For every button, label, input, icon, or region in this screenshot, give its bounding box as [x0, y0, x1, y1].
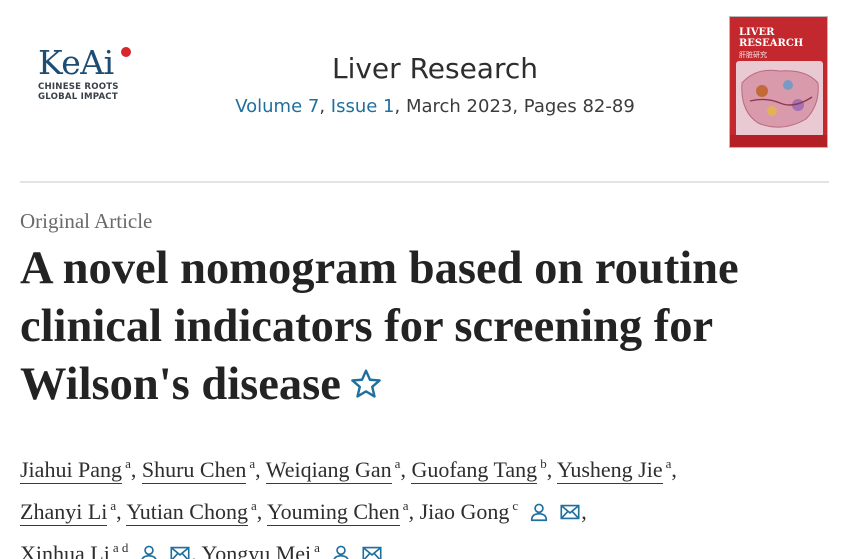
publisher-logo[interactable]: KeAi CHINESE ROOTS GLOBAL IMPACT	[38, 46, 138, 116]
author-name-link[interactable]: Yongyu Mei	[201, 541, 312, 559]
article-type: Original Article	[20, 209, 153, 233]
author-name-link[interactable]: Yutian Chong	[126, 499, 248, 526]
author: Yutian Chong a	[126, 498, 257, 526]
author-name-link[interactable]: Yusheng Jie	[556, 457, 663, 484]
issue-link[interactable]: Issue 1	[330, 96, 395, 117]
cover-ribbon	[730, 135, 827, 147]
separator: ,	[546, 457, 557, 482]
author-list: Jiahui Pang a, Shuru Chen a, Weiqiang Gan a…	[20, 446, 832, 559]
separator: ,	[256, 499, 267, 524]
separator: ,	[400, 457, 412, 482]
cover-illustration	[736, 61, 823, 137]
affiliation-marker[interactable]: a	[394, 456, 401, 471]
separator: ,	[255, 457, 266, 482]
author: Jiao Gong c	[419, 498, 582, 524]
separator: ,	[191, 541, 202, 559]
author: Yongyu Mei a	[201, 540, 383, 559]
author-name-link[interactable]: Youming Chen	[266, 499, 400, 526]
cover-title: LIVER RESEARCH	[739, 27, 803, 49]
star-outline-icon[interactable]	[349, 367, 383, 401]
separator: ,	[581, 499, 587, 524]
affiliation-marker[interactable]: c	[512, 498, 519, 513]
author-name[interactable]: Jiao Gong	[419, 499, 510, 524]
article-header: KeAi CHINESE ROOTS GLOBAL IMPACT Liver R…	[0, 0, 849, 182]
logo-dot-icon	[121, 47, 131, 57]
separator: ,	[671, 457, 677, 482]
envelope-icon[interactable]	[361, 543, 383, 559]
author: Youming Chen a	[266, 498, 409, 526]
affiliation-marker[interactable]: a	[665, 456, 672, 471]
article-title: A novel nomogram based on routine clinic…	[20, 240, 832, 414]
cover-title-line: LIVER	[739, 27, 775, 38]
header-divider	[20, 181, 829, 183]
comma: ,	[319, 96, 331, 117]
author-name-link[interactable]: Xinhua Li	[20, 541, 110, 559]
affiliation-marker[interactable]: a	[402, 498, 409, 513]
date-pages: , March 2023, Pages 82-89	[394, 96, 635, 117]
author: Xinhua Li a d	[20, 540, 191, 559]
separator: ,	[130, 457, 142, 482]
journal-issue-info: Volume 7, Issue 1, March 2023, Pages 82-…	[200, 95, 670, 119]
person-icon[interactable]	[138, 543, 160, 559]
author: Zhanyi Li a	[20, 498, 117, 526]
affiliation-marker[interactable]: a	[110, 498, 117, 513]
volume-link[interactable]: Volume 7	[235, 96, 320, 117]
affiliation-marker[interactable]: a	[314, 540, 320, 555]
author: Yusheng Jie a	[556, 456, 672, 484]
author-name-link[interactable]: Jiahui Pang	[20, 457, 123, 484]
affiliation-marker[interactable]: a d	[112, 540, 129, 555]
cover-title-line: RESEARCH	[739, 38, 804, 49]
affiliation-marker[interactable]: a	[125, 456, 131, 471]
journal-info: Liver Research Volume 7, Issue 1, March …	[200, 50, 670, 119]
affiliation-marker[interactable]: b	[540, 456, 547, 471]
affiliation-marker[interactable]: a	[249, 456, 256, 471]
person-icon[interactable]	[528, 501, 550, 523]
author: Guofang Tang b	[411, 456, 547, 484]
author: Jiahui Pang a	[20, 456, 131, 484]
author-name-link[interactable]: Shuru Chen	[141, 457, 247, 484]
author-name-link[interactable]: Weiqiang Gan	[265, 457, 392, 484]
envelope-icon[interactable]	[169, 543, 191, 559]
journal-title[interactable]: Liver Research	[331, 52, 539, 85]
author-name-link[interactable]: Guofang Tang	[411, 457, 538, 484]
tagline-line: CHINESE ROOTS	[38, 82, 119, 92]
journal-cover-image[interactable]: LIVER RESEARCH 肝脏研究	[729, 16, 828, 148]
author: Weiqiang Gan a	[265, 456, 401, 484]
publisher-tagline: CHINESE ROOTS GLOBAL IMPACT	[38, 82, 138, 102]
person-icon[interactable]	[330, 543, 352, 559]
publisher-logo-text: KeAi	[38, 43, 114, 82]
article-title-text: A novel nomogram based on routine clinic…	[20, 243, 739, 410]
cover-subtitle: 肝脏研究	[739, 51, 767, 59]
tagline-line: GLOBAL IMPACT	[38, 92, 118, 102]
separator: ,	[116, 499, 127, 524]
affiliation-marker[interactable]: a	[250, 498, 257, 513]
author: Shuru Chen a	[141, 456, 256, 484]
author-name-link[interactable]: Zhanyi Li	[20, 499, 108, 526]
separator: ,	[408, 499, 420, 524]
envelope-icon[interactable]	[559, 501, 581, 523]
